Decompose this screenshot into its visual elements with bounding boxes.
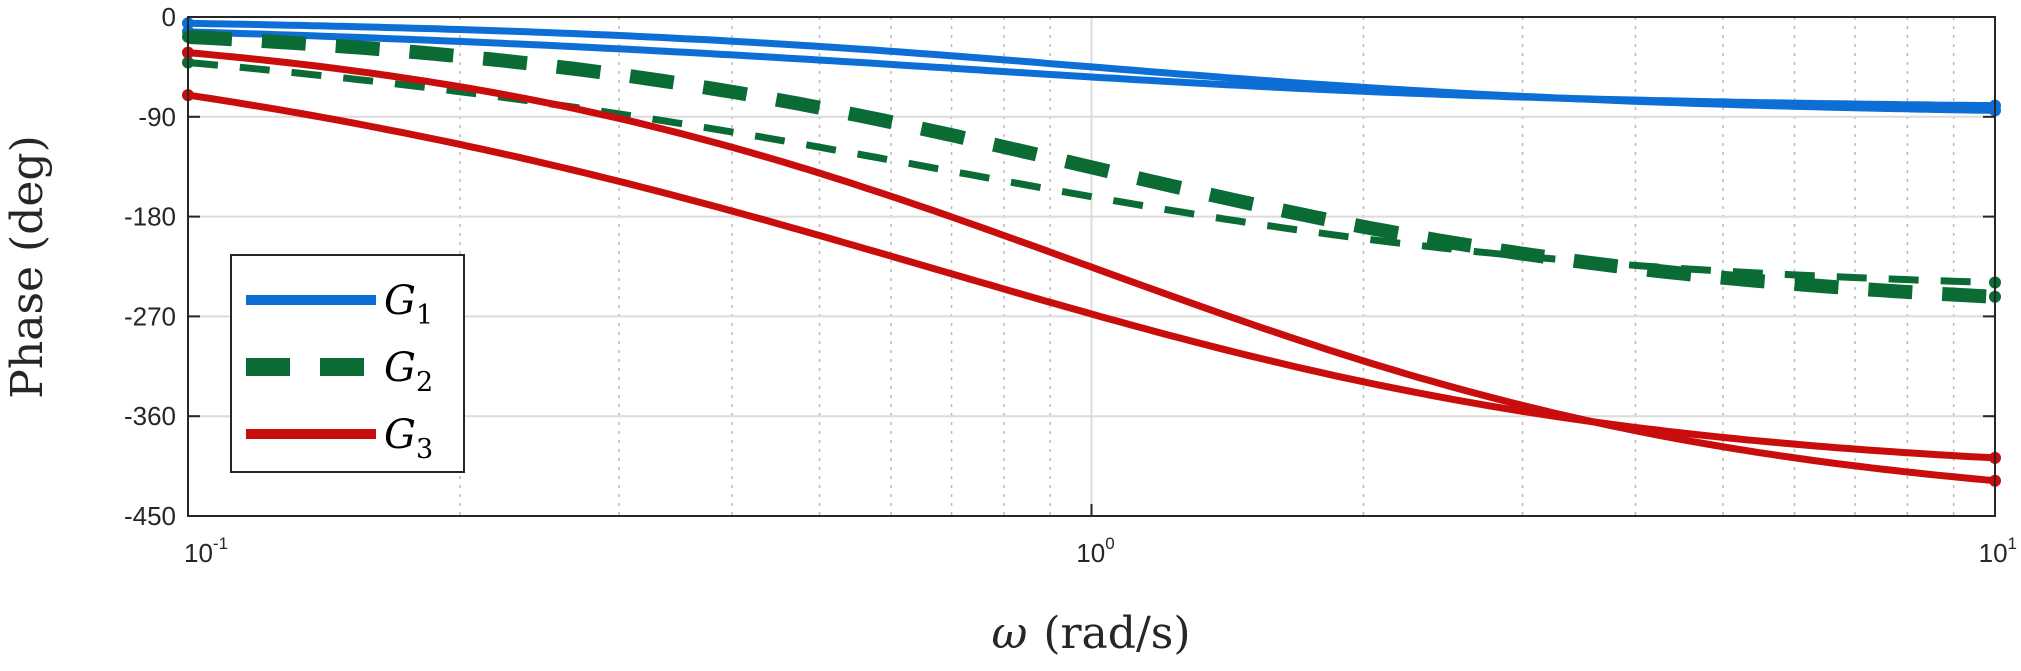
x-tick-label: 101 [1979,534,2017,568]
x-axis-symbol: ω [991,608,1027,659]
y-tick-label: -360 [124,401,176,431]
series-line-g2 [187,29,1996,304]
series-line-g3 [187,49,1996,485]
legend-label: G2 [384,345,433,398]
y-tick-label: -180 [124,202,176,232]
series-line-g1 [187,28,1996,110]
x-axis-units: (rad/s) [1043,608,1190,659]
legend-label: G3 [384,412,433,465]
x-tick-label: 10-1 [184,534,228,568]
x-axis-label: ω (rad/s) [991,608,1190,659]
y-tick-label: 0 [162,2,176,32]
y-axis-label: Phase (deg) [2,135,53,398]
series-lines [182,17,2001,487]
y-tick-label: -270 [124,301,176,331]
y-tick-label: -450 [124,501,176,531]
legend-label: G1 [384,278,433,331]
axis-ticks: 0 -90 -180 -270 -360 -450 10-1 100 101 [124,2,2017,568]
y-tick-label: -90 [138,102,176,132]
legend: G1 G2 G3 [230,254,465,473]
series-line-g2 [187,59,1996,286]
series-line-g3 [187,91,1996,462]
x-tick-label: 100 [1076,534,1114,568]
